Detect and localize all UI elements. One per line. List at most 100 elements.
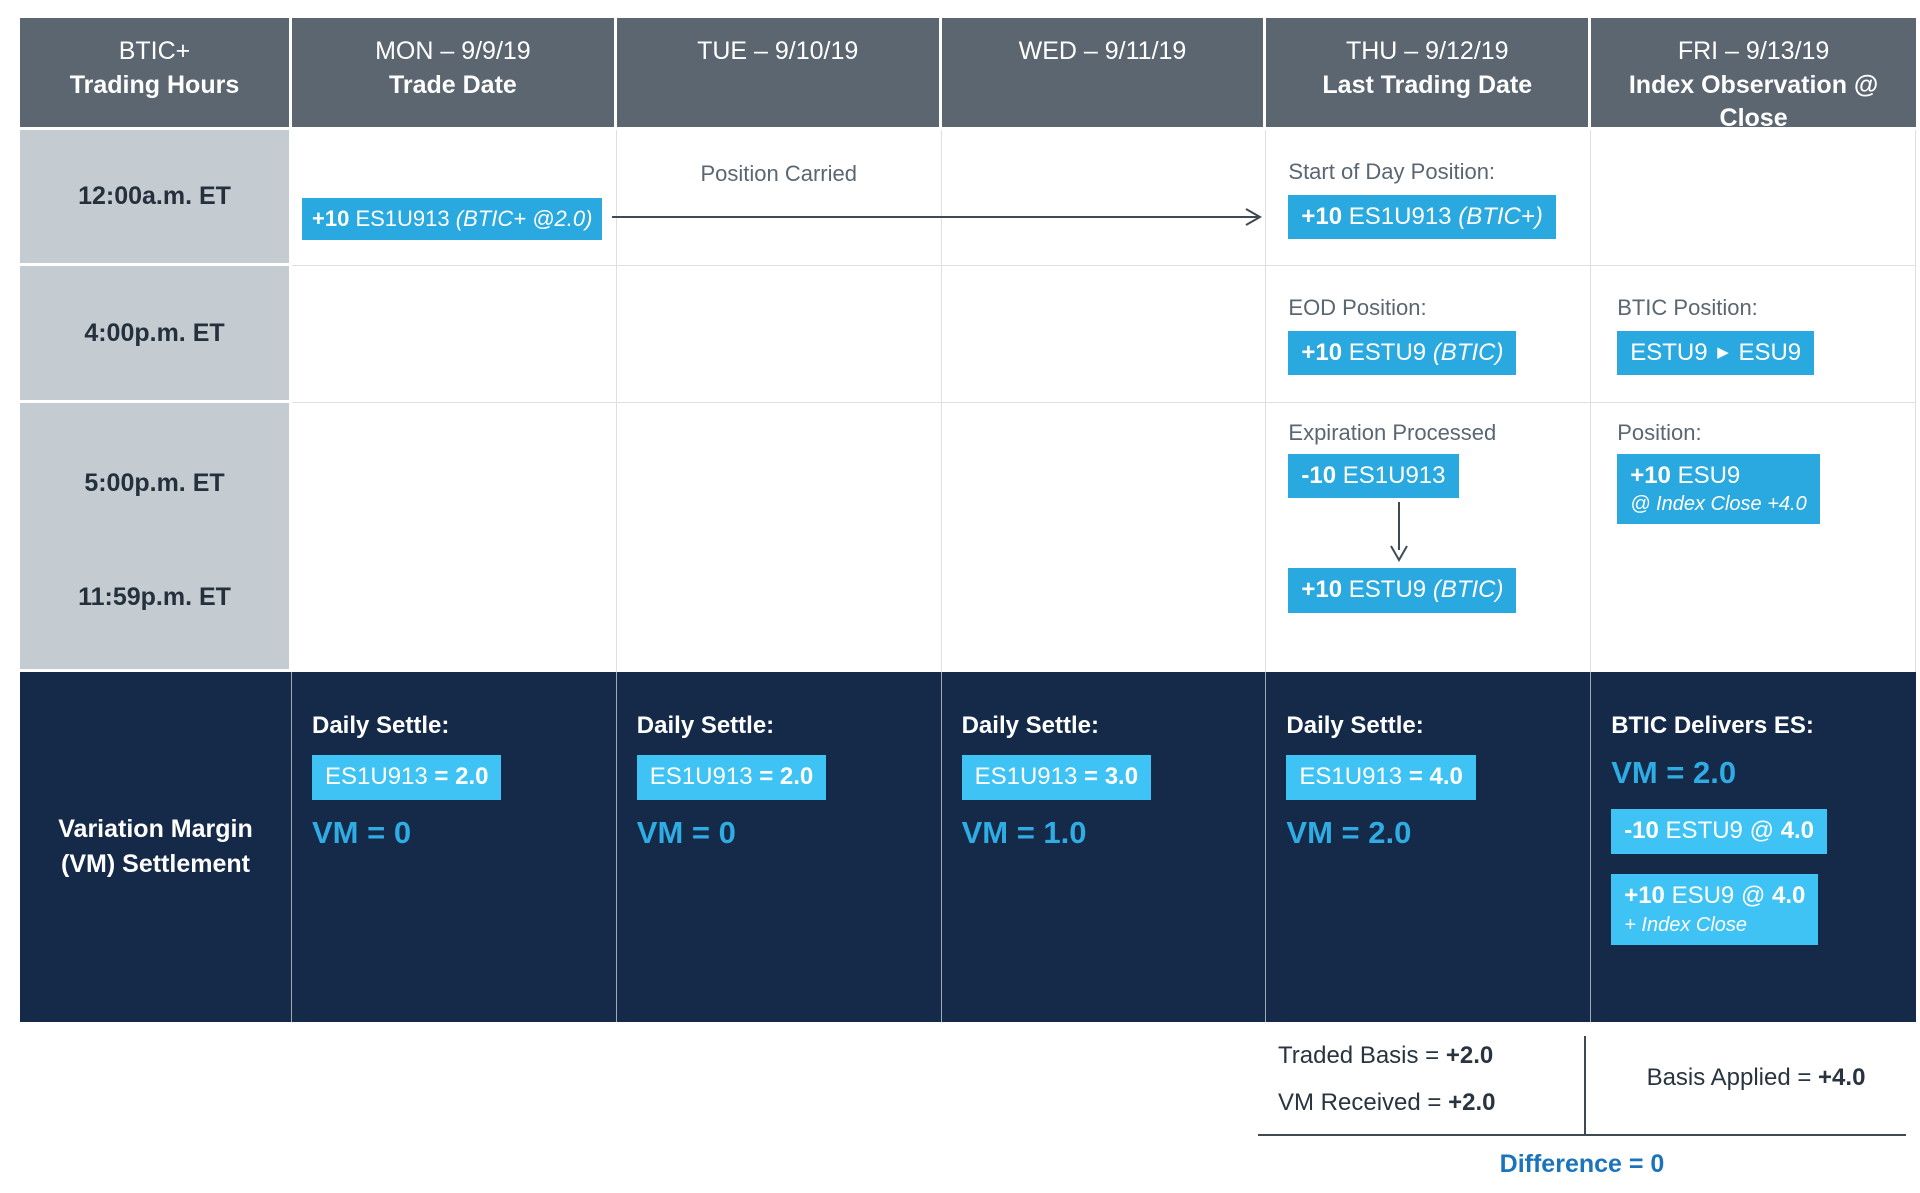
footer-vertical-divider	[1584, 1036, 1586, 1136]
badge-symbol: ES1U913	[1348, 202, 1452, 230]
settle-price-badge: ES1U913 = 3.0	[961, 755, 1152, 800]
cell-mon-evening	[292, 403, 617, 672]
badge-symbol: ESTU9	[1348, 338, 1427, 366]
badge-symbol: ES1U913	[1342, 461, 1446, 489]
time-label-500pm: 5:00p.m. ET	[84, 469, 225, 497]
badge-value: = 2.0	[434, 763, 489, 790]
badge-value: 4.0	[1771, 881, 1806, 909]
vm-label-line1: Variation Margin	[58, 815, 253, 843]
position-carried-label: Position Carried	[700, 161, 857, 186]
cell-fri-400pm: BTIC Position: ESTU9 ▶ ESU9	[1591, 266, 1916, 403]
daily-settle-label: Daily Settle:	[312, 712, 450, 739]
badge-symbol: ES1U913	[325, 763, 428, 790]
vm-cell-tuesday: Daily Settle: ES1U913 = 2.0 VM = 0	[616, 672, 942, 1022]
time-label-500pm-1159pm: 5:00p.m. ET 11:59p.m. ET	[20, 403, 292, 672]
cell-mon-400pm	[292, 266, 617, 403]
vm-cell-thursday: Daily Settle: ES1U913 = 4.0 VM = 2.0	[1266, 672, 1592, 1022]
vm-amount: VM = 2.0	[1286, 814, 1412, 850]
badge-symbol: ESU9 @	[1671, 881, 1766, 909]
header-line2: Index Observation @ Close	[1628, 70, 1879, 133]
vm-amount: VM = 0	[636, 814, 736, 850]
traded-basis-row: Traded Basis = +2.0	[1278, 1042, 1495, 1070]
replacement-position-badge: +10 ESTU9 (BTIC)	[1288, 568, 1517, 614]
vm-amount: VM = 2.0	[1611, 755, 1737, 790]
cell-fri-1200am	[1591, 130, 1916, 266]
header-trading-hours: BTIC+ Trading Hours	[20, 18, 292, 130]
badge-value: 4.0	[1780, 817, 1814, 844]
header-thursday: THU – 9/12/19 Last Trading Date	[1266, 18, 1592, 130]
cell-mon-1200am: +10 ES1U913 (BTIC+ @2.0)	[292, 130, 617, 266]
badge-symbol: ESU9	[1677, 461, 1741, 489]
basis-applied-row: Basis Applied = +4.0	[1600, 1064, 1912, 1092]
settle-price-badge: ES1U913 = 2.0	[636, 755, 827, 800]
delivery-badge-wrap: -10 ESTU9 @ 4.0	[1611, 809, 1916, 854]
header-friday: FRI – 9/13/19 Index Observation @ Close	[1591, 18, 1916, 132]
basis-applied-value: +4.0	[1818, 1064, 1866, 1091]
vm-received-value: +2.0	[1448, 1089, 1496, 1116]
vm-amount: VM = 0	[312, 814, 412, 850]
badge-symbol: ES1U913	[1299, 763, 1403, 790]
cell-wed-1200am	[941, 130, 1267, 266]
start-of-day-label: Start of Day Position:	[1288, 159, 1496, 184]
header-line2: Trading Hours	[69, 70, 240, 99]
vm-settlement-row-label: Variation Margin (VM) Settlement	[20, 672, 292, 1022]
vm-label-line2: (VM) Settlement	[61, 850, 250, 878]
header-line1: THU – 9/12/19	[1345, 37, 1509, 65]
right-triangle-icon: ▶	[1717, 343, 1729, 361]
badge-qty: +10	[1630, 461, 1671, 489]
header-line2: Trade Date	[388, 70, 517, 99]
badge-qty: +10	[1624, 881, 1665, 909]
badge-note: (BTIC)	[1432, 338, 1504, 366]
badge-note: + Index Close	[1624, 913, 1748, 936]
header-tuesday: TUE – 9/10/19	[616, 18, 942, 130]
badge-value: = 4.0	[1408, 763, 1463, 790]
header-line1: TUE – 9/10/19	[697, 37, 859, 65]
cell-thu-400pm: EOD Position: +10 ESTU9 (BTIC)	[1266, 266, 1592, 403]
badge-qty: +10	[312, 205, 350, 231]
badge-qty: +10	[1301, 576, 1343, 604]
badge-symbol: ES1U913	[355, 205, 450, 231]
badge-symbol: ESTU9	[1348, 576, 1427, 604]
header-line1: FRI – 9/13/19	[1677, 37, 1830, 65]
position-label: Position:	[1617, 420, 1702, 445]
header-line1: WED – 9/11/19	[1018, 37, 1187, 65]
carry-arrow-icon	[612, 208, 1263, 226]
vm-cell-wednesday: Daily Settle: ES1U913 = 3.0 VM = 1.0	[941, 672, 1267, 1022]
badge-symbol: ES1U913	[649, 763, 753, 790]
traded-basis-label: Traded Basis =	[1278, 1042, 1440, 1069]
traded-basis-value: +2.0	[1445, 1042, 1494, 1069]
footer-horizontal-rule	[1258, 1134, 1906, 1136]
vm-received-label: VM Received =	[1278, 1089, 1442, 1116]
cell-wed-400pm	[941, 266, 1267, 403]
schedule-table: BTIC+ Trading Hours MON – 9/9/19 Trade D…	[20, 18, 1916, 1022]
badge-note: (BTIC)	[1432, 576, 1504, 604]
cell-tue-evening	[616, 403, 942, 672]
badge-note: @ Index Close +4.0	[1630, 493, 1807, 516]
vm-amount: VM = 1.0	[961, 814, 1087, 850]
settle-price-badge: ES1U913 = 2.0	[312, 755, 502, 800]
badge-from-symbol: ESTU9	[1630, 338, 1708, 366]
header-wednesday: WED – 9/11/19	[941, 18, 1267, 130]
badge-symbol: ESTU9 @	[1665, 817, 1774, 844]
basis-applied-label: Basis Applied =	[1646, 1064, 1812, 1091]
trade-badge-btic-plus: +10 ES1U913 (BTIC+ @2.0)	[302, 197, 603, 240]
basis-reconciliation-left: Traded Basis = +2.0 VM Received = +2.0	[1278, 1042, 1495, 1117]
btic-position-label: BTIC Position:	[1617, 295, 1758, 320]
header-line2: Last Trading Date	[1322, 70, 1533, 99]
daily-settle-label: Daily Settle:	[636, 712, 775, 739]
time-label-1200am: 12:00a.m. ET	[20, 130, 292, 266]
delivery-sell-badge: -10 ESTU9 @ 4.0	[1611, 809, 1827, 854]
cell-thu-evening: Expiration Processed -10 ES1U913 +10 EST…	[1266, 403, 1592, 672]
cell-thu-1200am: Start of Day Position: +10 ES1U913 (BTIC…	[1266, 130, 1592, 266]
badge-note: (BTIC+ @2.0)	[455, 205, 593, 231]
daily-settle-label: Daily Settle:	[1286, 712, 1424, 739]
delivery-badge-wrap: +10 ESU9 @ 4.0 + Index Close	[1611, 873, 1916, 945]
badge-symbol: ES1U913	[974, 763, 1078, 790]
header-line1: BTIC+	[118, 37, 191, 65]
final-position-badge: +10 ESU9 @ Index Close +4.0	[1617, 453, 1820, 525]
badge-qty: +10	[1301, 338, 1343, 366]
header-line1: MON – 9/9/19	[375, 37, 531, 65]
eod-position-label: EOD Position:	[1288, 295, 1427, 320]
expiration-processed-label: Expiration Processed	[1288, 420, 1497, 445]
header-monday: MON – 9/9/19 Trade Date	[292, 18, 617, 130]
